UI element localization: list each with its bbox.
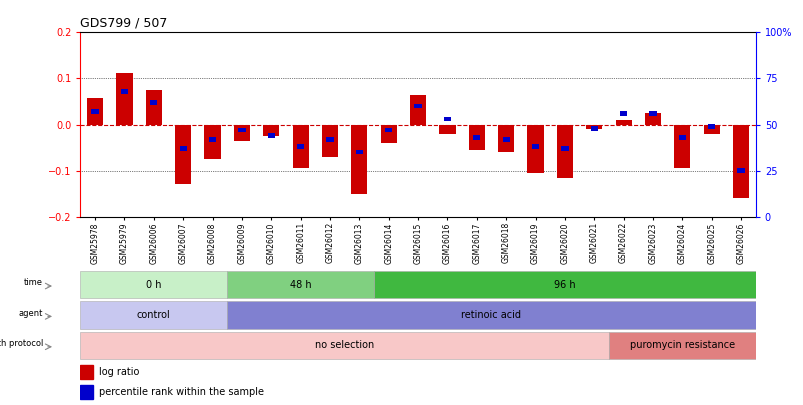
Bar	[468, 125, 484, 150]
Bar	[527, 125, 543, 173]
Bar	[267, 133, 275, 138]
Bar	[385, 128, 392, 132]
Bar	[92, 109, 99, 114]
Bar	[116, 73, 132, 125]
Bar	[649, 111, 656, 116]
Bar	[292, 125, 308, 168]
Bar	[179, 146, 186, 151]
Text: time: time	[24, 279, 43, 288]
Text: 48 h: 48 h	[289, 279, 311, 290]
Bar	[585, 125, 601, 129]
Bar	[80, 364, 92, 379]
Bar	[608, 332, 755, 359]
Text: log ratio: log ratio	[100, 367, 140, 377]
Bar	[410, 95, 426, 125]
Bar	[80, 385, 92, 399]
Bar	[80, 332, 608, 359]
Bar	[380, 125, 397, 143]
Text: 96 h: 96 h	[553, 279, 575, 290]
Bar	[644, 113, 660, 125]
Bar	[227, 301, 755, 328]
Bar	[502, 137, 509, 142]
Bar	[87, 98, 103, 125]
Bar	[120, 89, 128, 94]
Bar	[590, 126, 597, 130]
Bar	[678, 135, 685, 140]
Bar	[80, 271, 227, 298]
Text: retinoic acid: retinoic acid	[461, 310, 521, 320]
Bar	[732, 125, 748, 198]
Bar	[234, 125, 250, 141]
Bar	[473, 135, 480, 140]
Bar	[674, 125, 690, 168]
Bar	[238, 128, 245, 132]
Text: percentile rank within the sample: percentile rank within the sample	[100, 387, 264, 397]
Bar	[209, 137, 216, 142]
Bar	[703, 125, 719, 134]
Bar	[619, 111, 626, 116]
Text: GDS799 / 507: GDS799 / 507	[80, 17, 168, 30]
Bar	[560, 146, 568, 151]
Bar	[326, 137, 333, 142]
Bar	[532, 144, 539, 149]
Bar	[438, 125, 455, 134]
Bar	[615, 120, 631, 125]
Bar	[707, 124, 715, 129]
Bar	[150, 100, 157, 105]
Bar	[414, 104, 422, 109]
Bar	[321, 125, 337, 157]
Bar	[373, 271, 755, 298]
Bar	[736, 168, 744, 173]
Bar	[263, 125, 279, 136]
Bar	[556, 125, 573, 177]
Text: puromycin resistance: puromycin resistance	[629, 340, 734, 350]
Text: growth protocol: growth protocol	[0, 339, 43, 348]
Text: control: control	[137, 310, 170, 320]
Bar	[227, 271, 373, 298]
Text: no selection: no selection	[315, 340, 374, 350]
Text: 0 h: 0 h	[146, 279, 161, 290]
Bar	[80, 301, 227, 328]
Bar	[296, 144, 304, 149]
Bar	[355, 150, 362, 154]
Text: agent: agent	[18, 309, 43, 318]
Bar	[204, 125, 220, 159]
Bar	[351, 125, 367, 194]
Bar	[498, 125, 514, 152]
Bar	[175, 125, 191, 184]
Bar	[443, 117, 450, 121]
Bar	[145, 90, 161, 125]
